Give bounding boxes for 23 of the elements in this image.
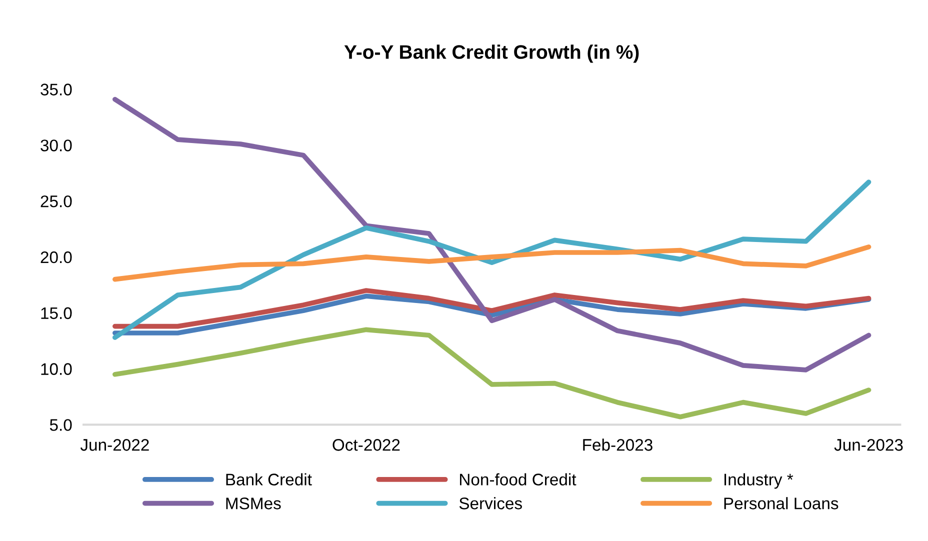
legend-label: Personal Loans bbox=[724, 497, 838, 510]
x-tick-label: Feb-2023 bbox=[583, 438, 652, 451]
y-tick-label: 5.0 bbox=[50, 419, 72, 431]
line-series bbox=[112, 244, 872, 282]
y-tick-label: 25.0 bbox=[40, 195, 72, 208]
line-series bbox=[112, 288, 872, 329]
x-tick-label: Jun-2023 bbox=[834, 439, 903, 451]
y-tick-label: 30.0 bbox=[40, 140, 72, 152]
x-tick-label: Oct-2022 bbox=[332, 439, 400, 451]
y-tick-label: 10.0 bbox=[41, 363, 72, 375]
legend-label: Non-food Credit bbox=[460, 473, 576, 486]
legend-label: Industry * bbox=[724, 473, 794, 489]
line-series bbox=[112, 327, 872, 420]
legend-label: Bank Credit bbox=[226, 473, 312, 486]
line-series bbox=[112, 180, 872, 340]
legend-label: MSMes bbox=[226, 498, 281, 510]
chart-title: Y-o-Y Bank Credit Growth (in %) bbox=[344, 44, 639, 63]
x-tick-label: Jun-2022 bbox=[80, 439, 149, 451]
line-series bbox=[112, 96, 872, 372]
y-tick-label: 35.0 bbox=[40, 84, 72, 96]
y-tick-label: 20.0 bbox=[40, 251, 72, 264]
legend-label: Services bbox=[459, 497, 522, 510]
y-tick-label: 15.0 bbox=[41, 307, 72, 320]
